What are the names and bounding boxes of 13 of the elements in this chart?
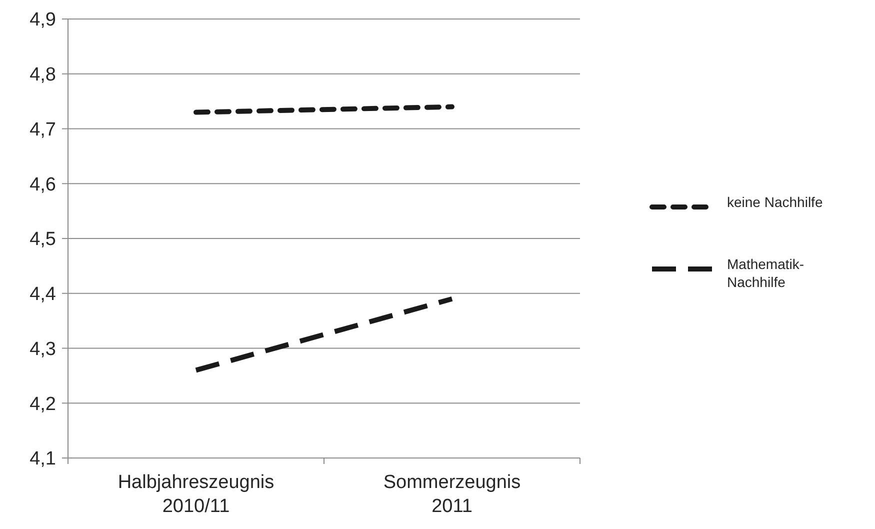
y-tick-label: 4,1 xyxy=(30,448,56,470)
x-tick-label: Sommerzeugnis 2011 xyxy=(383,472,521,517)
y-tick-label: 4,7 xyxy=(30,119,56,140)
y-tick-label: 4,8 xyxy=(30,64,56,86)
y-tick-label: 4,6 xyxy=(30,174,56,196)
y-tick-label: 4,4 xyxy=(30,284,56,306)
y-tick-label: 4,9 xyxy=(30,10,56,31)
y-tick-label: 4,2 xyxy=(30,394,56,415)
x-tick-label: Halbjahreszeugnis 2010/11 xyxy=(118,472,274,517)
y-tick-label: 4,5 xyxy=(30,229,56,250)
y-tick-label: 4,3 xyxy=(30,338,56,360)
legend-label: keine Nachhilfe xyxy=(727,194,823,210)
legend-label: Mathematik-Nachhilfe xyxy=(727,256,804,290)
